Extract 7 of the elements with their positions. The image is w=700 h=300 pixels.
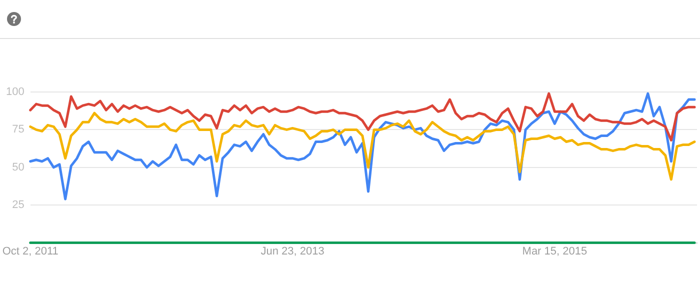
x-tick-label: Jun 23, 2013 [260,245,324,258]
y-tick-label: 75 [12,124,24,136]
x-tick-label: Mar 15, 2015 [522,245,588,258]
x-tick-label: Oct 2, 2011 [2,245,58,258]
y-tick-label: 100 [6,86,24,98]
y-tick-label: 50 [12,161,24,174]
y-tick-label: 25 [12,199,24,212]
